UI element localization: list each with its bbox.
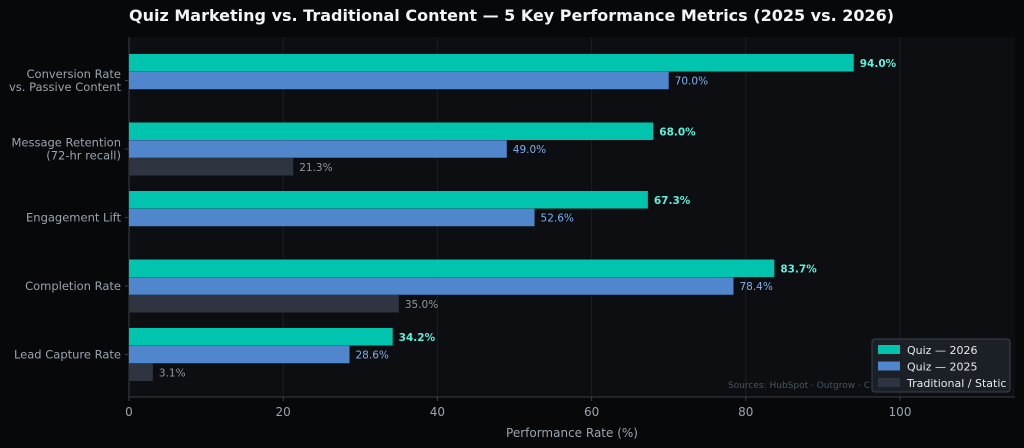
bar	[129, 259, 775, 277]
x-tick-label: 20	[276, 405, 291, 419]
x-tick-label: 0	[125, 405, 133, 419]
bar	[129, 328, 393, 346]
data-label: 94.0%	[860, 58, 897, 70]
data-label: 83.7%	[780, 263, 817, 275]
category-label: (72-hr recall)	[46, 149, 121, 163]
bar	[129, 277, 734, 295]
legend-swatch	[878, 378, 900, 387]
bar	[129, 140, 507, 158]
bar	[129, 345, 350, 364]
legend-label: Quiz — 2026	[907, 344, 977, 357]
bar	[129, 54, 854, 72]
data-label: 35.0%	[405, 299, 438, 311]
bar	[129, 208, 535, 227]
bar	[129, 191, 648, 209]
legend-label: Quiz — 2025	[907, 361, 977, 374]
data-label: 78.4%	[739, 281, 772, 293]
legend: Sources: HubSpot · Outgrow · C Quiz — 202…	[728, 338, 1011, 393]
legend-box-front	[871, 338, 1011, 393]
legend-swatch	[878, 361, 900, 371]
category-label: Completion Rate	[25, 279, 121, 293]
legend-label: Traditional / Static	[906, 377, 1006, 390]
category-label: vs. Passive Content	[9, 80, 122, 94]
legend-swatch	[878, 345, 900, 354]
bar	[129, 158, 294, 176]
x-tick-label: 80	[738, 405, 753, 419]
bars: 94.0% 70.0% 68.0% 49.0% 21.3% 67.3% 52.6% 83.7%…	[129, 54, 897, 381]
category-label: Engagement Lift	[26, 211, 121, 225]
data-label: 28.6%	[356, 350, 389, 362]
x-tick-label: 60	[584, 405, 599, 419]
x-tick-label: 100	[889, 405, 912, 419]
bar	[129, 363, 153, 381]
chart-title: Quiz Marketing vs. Traditional Content —…	[129, 6, 894, 25]
data-label: 52.6%	[541, 213, 574, 225]
data-label: 3.1%	[159, 367, 186, 379]
data-label: 68.0%	[659, 126, 696, 138]
data-label: 70.0%	[675, 76, 708, 88]
x-tick-labels: 0 20 40 60 80 100	[125, 397, 911, 419]
source-note: Sources: HubSpot · Outgrow · C	[728, 381, 870, 391]
category-label: Message Retention	[11, 136, 121, 150]
x-tick-label: 40	[430, 405, 445, 419]
data-label: 49.0%	[513, 144, 546, 156]
data-label: 67.3%	[654, 195, 691, 207]
x-axis-label: Performance Rate (%)	[506, 426, 638, 440]
bar	[129, 295, 399, 313]
bar	[129, 71, 669, 90]
category-label: Lead Capture Rate	[14, 348, 121, 362]
category-label: Conversion Rate	[27, 67, 122, 81]
data-label: 34.2%	[399, 332, 436, 344]
bar	[129, 122, 654, 140]
data-label: 21.3%	[299, 162, 332, 174]
